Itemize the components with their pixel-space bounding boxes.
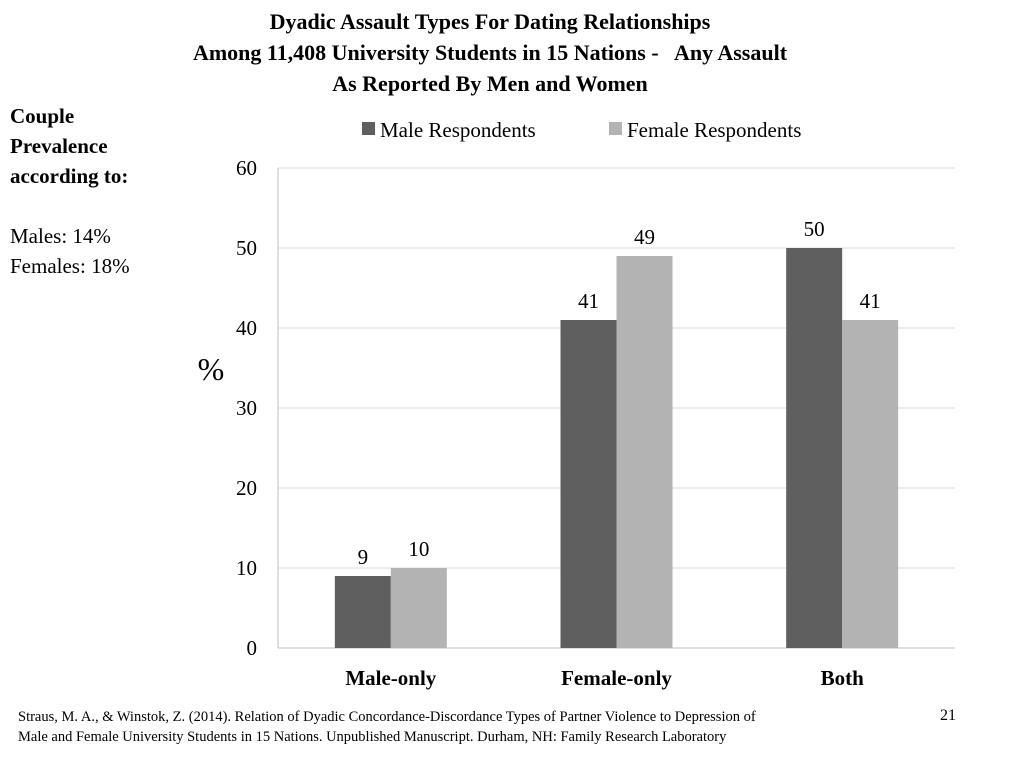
data-label: 41 (860, 289, 881, 313)
bar-male (786, 248, 843, 648)
y-tick-label: 20 (236, 476, 257, 500)
prevalence-females: Females: 18% (10, 254, 130, 278)
bar-female (390, 568, 447, 648)
y-tick-label: 30 (236, 396, 257, 420)
title-line-2: Among 11,408 University Students in 15 N… (192, 40, 788, 65)
y-axis-label: % (198, 351, 225, 387)
y-tick-label: 10 (236, 556, 257, 580)
citation-line-2: Male and Female University Students in 1… (18, 729, 727, 745)
y-tick-label: 0 (247, 636, 258, 660)
prevalence-heading-3: according to: (10, 164, 129, 188)
title-line-1: Dyadic Assault Types For Dating Relation… (269, 9, 711, 34)
y-tick-label: 50 (236, 236, 257, 260)
prevalence-heading-2: Prevalence (10, 134, 108, 158)
page-number: 21 (940, 707, 956, 724)
couple-prevalence-panel: Couple Prevalence according to: Males: 1… (10, 101, 200, 281)
legend-label: Male Respondents (380, 118, 536, 142)
citation-footer: Straus, M. A., & Winstok, Z. (2014). Rel… (18, 707, 918, 747)
bar-male (334, 576, 391, 648)
data-label: 9 (358, 545, 369, 569)
chart-title: Dyadic Assault Types For Dating Relation… (60, 6, 920, 99)
bar-male (560, 320, 617, 648)
prevalence-males: Males: 14% (10, 224, 111, 248)
bar-female (842, 320, 899, 648)
x-tick-label: Female-only (561, 666, 672, 690)
x-tick-label: Male-only (345, 666, 436, 690)
legend-swatch (362, 122, 375, 135)
title-line-3: As Reported By Men and Women (332, 71, 648, 96)
y-tick-label: 60 (236, 156, 257, 180)
x-tick-label: Both (821, 666, 865, 690)
data-label: 50 (804, 217, 825, 241)
data-label: 41 (578, 289, 599, 313)
bar-female (616, 256, 673, 648)
legend-label: Female Respondents (627, 118, 801, 142)
data-label: 49 (634, 225, 655, 249)
legend-swatch (609, 122, 622, 135)
data-label: 10 (408, 537, 429, 561)
prevalence-heading-1: Couple (10, 104, 75, 128)
citation-line-1: Straus, M. A., & Winstok, Z. (2014). Rel… (18, 709, 756, 725)
y-tick-label: 40 (236, 316, 257, 340)
